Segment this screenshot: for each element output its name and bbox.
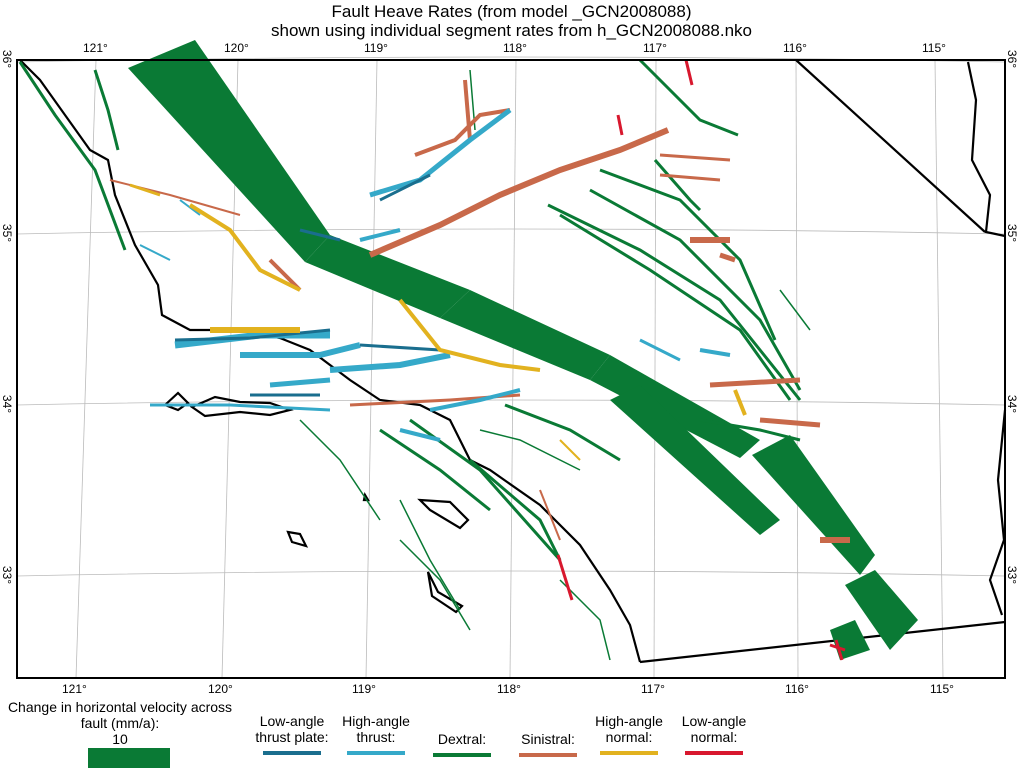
legend-label: Low-angle thrust plate: (255, 713, 329, 745)
lon-tick-top: 115° (922, 41, 946, 55)
legend-scale-bar (88, 748, 170, 768)
map-frame (16, 59, 1006, 679)
lon-tick-top: 119° (364, 41, 388, 55)
lon-tick-bottom: 115° (930, 682, 954, 696)
legend-swatch (600, 751, 658, 755)
lon-tick-top: 121° (83, 41, 108, 55)
lon-tick-top: 118° (503, 41, 527, 55)
lon-tick-bottom: 121° (62, 682, 87, 696)
legend-label: High-angle thrust: (342, 713, 410, 745)
lat-tick-right: 36° (1005, 49, 1020, 69)
san-andreas-fault-mojave (440, 290, 610, 380)
coastline (19, 59, 642, 663)
lon-tick-bottom: 116° (785, 682, 809, 696)
lat-tick-left: 33° (0, 565, 15, 585)
legend-scale-title: Change in horizontal velocity across fau… (7, 699, 233, 731)
legend-item-thrust-plate: Low-angle thrust plate: (242, 713, 342, 755)
map-title: Fault Heave Rates (from model _GCN200808… (331, 2, 692, 21)
legend-item-dextral: Dextral: (422, 731, 502, 757)
lat-tick-left: 36° (0, 49, 15, 69)
legend-scale-value: 10 (112, 731, 128, 747)
legend-item-high-angle-normal: High-angle normal: (585, 713, 673, 755)
thrust-faults (139, 108, 731, 442)
low-angle-normal-faults (556, 59, 846, 661)
lon-tick-top: 117° (643, 41, 667, 55)
map-subtitle: shown using individual segment rates fro… (271, 21, 752, 40)
lon-tick-bottom: 117° (641, 682, 665, 696)
san-jacinto-fault (752, 435, 875, 575)
legend-item-sinistral: Sinistral: (505, 731, 591, 757)
legend-label: Dextral: (437, 731, 487, 747)
legend-swatch (433, 753, 491, 757)
normal-faults (129, 183, 747, 461)
garlock-fault (368, 127, 670, 258)
legend-swatch (263, 751, 321, 755)
legend-label: Low-angle normal: (681, 713, 747, 745)
legend-item-high-angle-thrust: High-angle thrust: (333, 713, 419, 755)
legend-label: Sinistral: (521, 731, 575, 747)
lat-tick-left: 35° (0, 223, 15, 243)
lat-tick-left: 34° (0, 394, 15, 414)
lat-tick-right: 33° (1005, 565, 1020, 585)
lon-tick-bottom: 120° (208, 682, 233, 696)
lat-tick-right: 35° (1005, 223, 1020, 243)
san-andreas-fault-north (128, 40, 330, 262)
san-andreas-fault-south (590, 355, 760, 458)
legend-swatch (685, 751, 743, 755)
thrust-plate-faults (174, 173, 441, 397)
legend-swatch (519, 753, 577, 757)
legend-label: High-angle normal: (595, 713, 663, 745)
lon-tick-top: 120° (224, 41, 249, 55)
lat-tick-right: 34° (1005, 394, 1020, 414)
elsinore-fault-south (845, 570, 918, 650)
legend-item-low-angle-normal: Low-angle normal: (670, 713, 758, 755)
legend-swatch (347, 751, 405, 755)
lon-tick-bottom: 118° (497, 682, 521, 696)
sa-southern-strand (610, 385, 780, 535)
lon-tick-top: 116° (783, 41, 807, 55)
lon-tick-bottom: 119° (352, 682, 376, 696)
san-andreas-fault-big-bend (305, 235, 470, 318)
